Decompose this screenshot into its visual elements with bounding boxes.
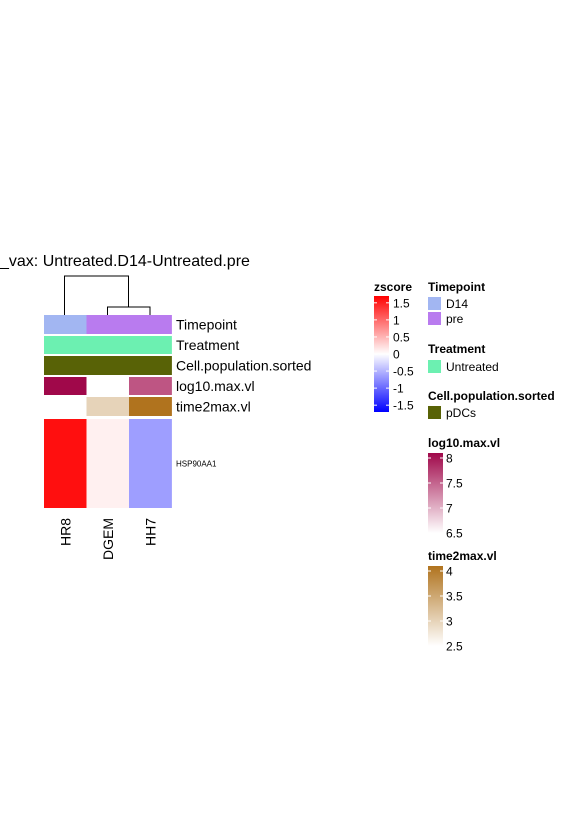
annotation-cell-timepoint-hh7 [129, 315, 172, 334]
zscore-tick-label: 0 [393, 348, 400, 362]
annotation-cell-cell-population-sorted-hh7 [129, 356, 172, 375]
annotation-label-timepoint: Timepoint [176, 317, 237, 333]
column-labels: HR8 DGEM HH7 [57, 518, 158, 560]
legend-label-untreated: Untreated [446, 360, 499, 374]
column-annotations [44, 315, 172, 416]
annotation-cell-treatment-hr8 [44, 336, 87, 354]
log10-max-vl-legend: log10.max.vl 8 7.5 7 6.5 [428, 436, 500, 541]
log10-max-vl-tick-label: 6.5 [446, 527, 463, 541]
timepoint-legend-title: Timepoint [428, 280, 485, 294]
annotation-cell-cell-population-sorted-hr8 [44, 356, 87, 375]
dendrogram-branch-root [64, 275, 129, 315]
heatmap-cell-hsp90aa1-hh7 [129, 419, 172, 508]
log10-max-vl-tick-label: 7 [446, 502, 453, 516]
annotation-label-cell-population-sorted: Cell.population.sorted [176, 358, 311, 374]
legend-label-pdcs: pDCs [446, 406, 476, 420]
heatmap-cell-hsp90aa1-dgem [86, 419, 130, 508]
log10-max-vl-tick-label: 7.5 [446, 477, 463, 491]
annotation-cell-timepoint-hr8 [44, 315, 87, 334]
annotation-cell-cell-population-sorted-dgem [86, 356, 130, 375]
log10-max-vl-legend-title: log10.max.vl [428, 436, 500, 450]
annotation-cell-time2max-vl-dgem [86, 397, 130, 416]
legend-swatch-untreated [428, 360, 441, 373]
annotation-label-treatment: Treatment [176, 337, 239, 353]
time2max-vl-tick-label: 4 [446, 565, 453, 579]
time2max-vl-legend-title: time2max.vl [428, 549, 497, 563]
annotation-cell-timepoint-dgem [86, 315, 130, 334]
annotation-cell-time2max-vl-hr8 [44, 397, 87, 416]
time2max-vl-legend: time2max.vl 4 3.5 3 2.5 [428, 549, 497, 654]
legend-swatch-pre [428, 312, 441, 325]
time2max-vl-color-bar [428, 566, 443, 646]
legend-label-pre: pre [446, 312, 464, 326]
cell-population-legend: Cell.population.sorted pDCs [428, 389, 555, 420]
log10-max-vl-tick-label: 8 [446, 452, 453, 466]
column-dendrogram [64, 275, 151, 315]
time2max-vl-tick-label: 2.5 [446, 640, 463, 654]
heatmap-cell-hsp90aa1-hr8 [44, 419, 87, 508]
zscore-color-bar [374, 296, 389, 412]
column-label-hh7: HH7 [142, 518, 158, 546]
treatment-legend: Treatment Untreated [428, 342, 499, 374]
chart-title: _vax: Untreated.D14-Untreated.pre [0, 253, 250, 270]
zscore-legend-title: zscore [374, 280, 412, 294]
zscore-tick-label: -0.5 [393, 365, 414, 379]
zscore-tick-label: 1 [393, 313, 400, 327]
log10-max-vl-color-bar [428, 453, 443, 533]
annotation-cell-time2max-vl-hh7 [129, 397, 172, 416]
dendrogram-branch-dgem-hh7 [107, 306, 151, 315]
zscore-tick-label: 1.5 [393, 296, 410, 310]
legend-swatch-pdcs [428, 406, 441, 419]
column-label-hr8: HR8 [57, 518, 73, 546]
time2max-vl-tick-label: 3.5 [446, 590, 463, 604]
row-labels: Timepoint Treatment Cell.population.sorted… [176, 317, 311, 469]
annotation-label-log10-max-vl: log10.max.vl [176, 378, 255, 394]
annotation-cell-log10-max-vl-hh7 [129, 377, 172, 395]
time2max-vl-tick-label: 3 [446, 615, 453, 629]
row-label-hsp90aa1: HSP90AA1 [176, 460, 217, 469]
annotation-cell-log10-max-vl-dgem [86, 377, 130, 395]
heatmap-body [44, 419, 172, 508]
zscore-tick-label: 0.5 [393, 330, 410, 344]
annotation-cell-treatment-dgem [86, 336, 130, 354]
treatment-legend-title: Treatment [428, 342, 485, 356]
annotation-cell-treatment-hh7 [129, 336, 172, 354]
legend-swatch-d14 [428, 297, 441, 310]
column-label-dgem: DGEM [100, 518, 116, 560]
zscore-tick-label: -1.5 [393, 399, 414, 413]
annotation-label-time2max-vl: time2max.vl [176, 399, 251, 415]
cell-population-legend-title: Cell.population.sorted [428, 389, 555, 403]
zscore-tick-label: -1 [393, 382, 404, 396]
legend-label-d14: D14 [446, 297, 468, 311]
annotation-cell-log10-max-vl-hr8 [44, 377, 87, 395]
zscore-legend: zscore 1.5 1 0.5 0 -0.5 -1 -1.5 [374, 280, 414, 413]
